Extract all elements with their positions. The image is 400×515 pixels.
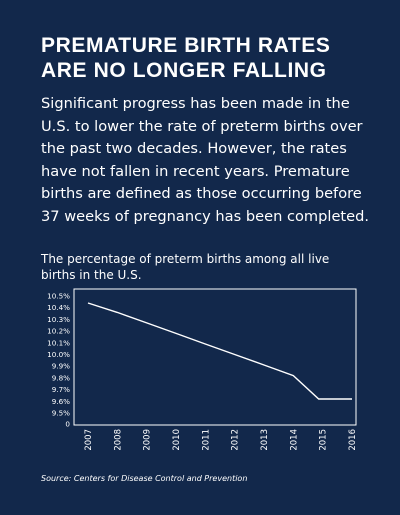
body-text: Significant progress has been made in th… — [41, 95, 370, 225]
x-axis-ticks: 2007 2008 2009 2010 2011 2012 2013 2014 2015 2016 — [84, 429, 358, 451]
x-tick-label: 2015 — [319, 429, 329, 451]
y-tick-label: 10.1% — [47, 338, 70, 347]
x-tick-label: 2013 — [260, 429, 270, 451]
y-tick-label: 9.6% — [52, 397, 70, 406]
x-tick-label: 2016 — [348, 429, 358, 451]
y-tick-label: 0 — [65, 420, 70, 429]
x-tick-label: 2012 — [231, 429, 241, 451]
series-line — [87, 302, 352, 400]
y-tick-label: 9.5% — [52, 409, 70, 418]
plot-frame — [73, 288, 357, 426]
chart-caption: The percentage of preterm births among a… — [41, 252, 330, 282]
y-axis-ticks: 0 9.5% 9.6% 9.7% 9.8% 9.9% 10.0% 10.1% 10.2% 10.3… — [47, 292, 70, 429]
source-note: Source: Centers for Disease Control and … — [41, 474, 248, 483]
y-tick-label: 9.7% — [52, 385, 70, 394]
y-tick-label: 10.2% — [47, 327, 70, 336]
x-tick-label: 2010 — [172, 429, 182, 451]
x-tick-label: 2009 — [143, 429, 153, 451]
x-tick-label: 2014 — [289, 429, 299, 451]
x-tick-label: 2007 — [84, 429, 94, 451]
y-tick-label: 10.3% — [47, 315, 70, 324]
headline: PREMATURE BIRTH RATES ARE NO LONGER FALL… — [41, 34, 331, 82]
x-tick-label: 2011 — [201, 429, 211, 451]
y-tick-label: 10.5% — [47, 292, 70, 301]
x-tick-label: 2008 — [113, 429, 123, 451]
y-tick-label: 10.0% — [47, 350, 70, 359]
y-tick-label: 9.8% — [52, 373, 70, 382]
y-tick-label: 9.9% — [52, 362, 70, 371]
y-tick-label: 10.4% — [47, 303, 70, 312]
